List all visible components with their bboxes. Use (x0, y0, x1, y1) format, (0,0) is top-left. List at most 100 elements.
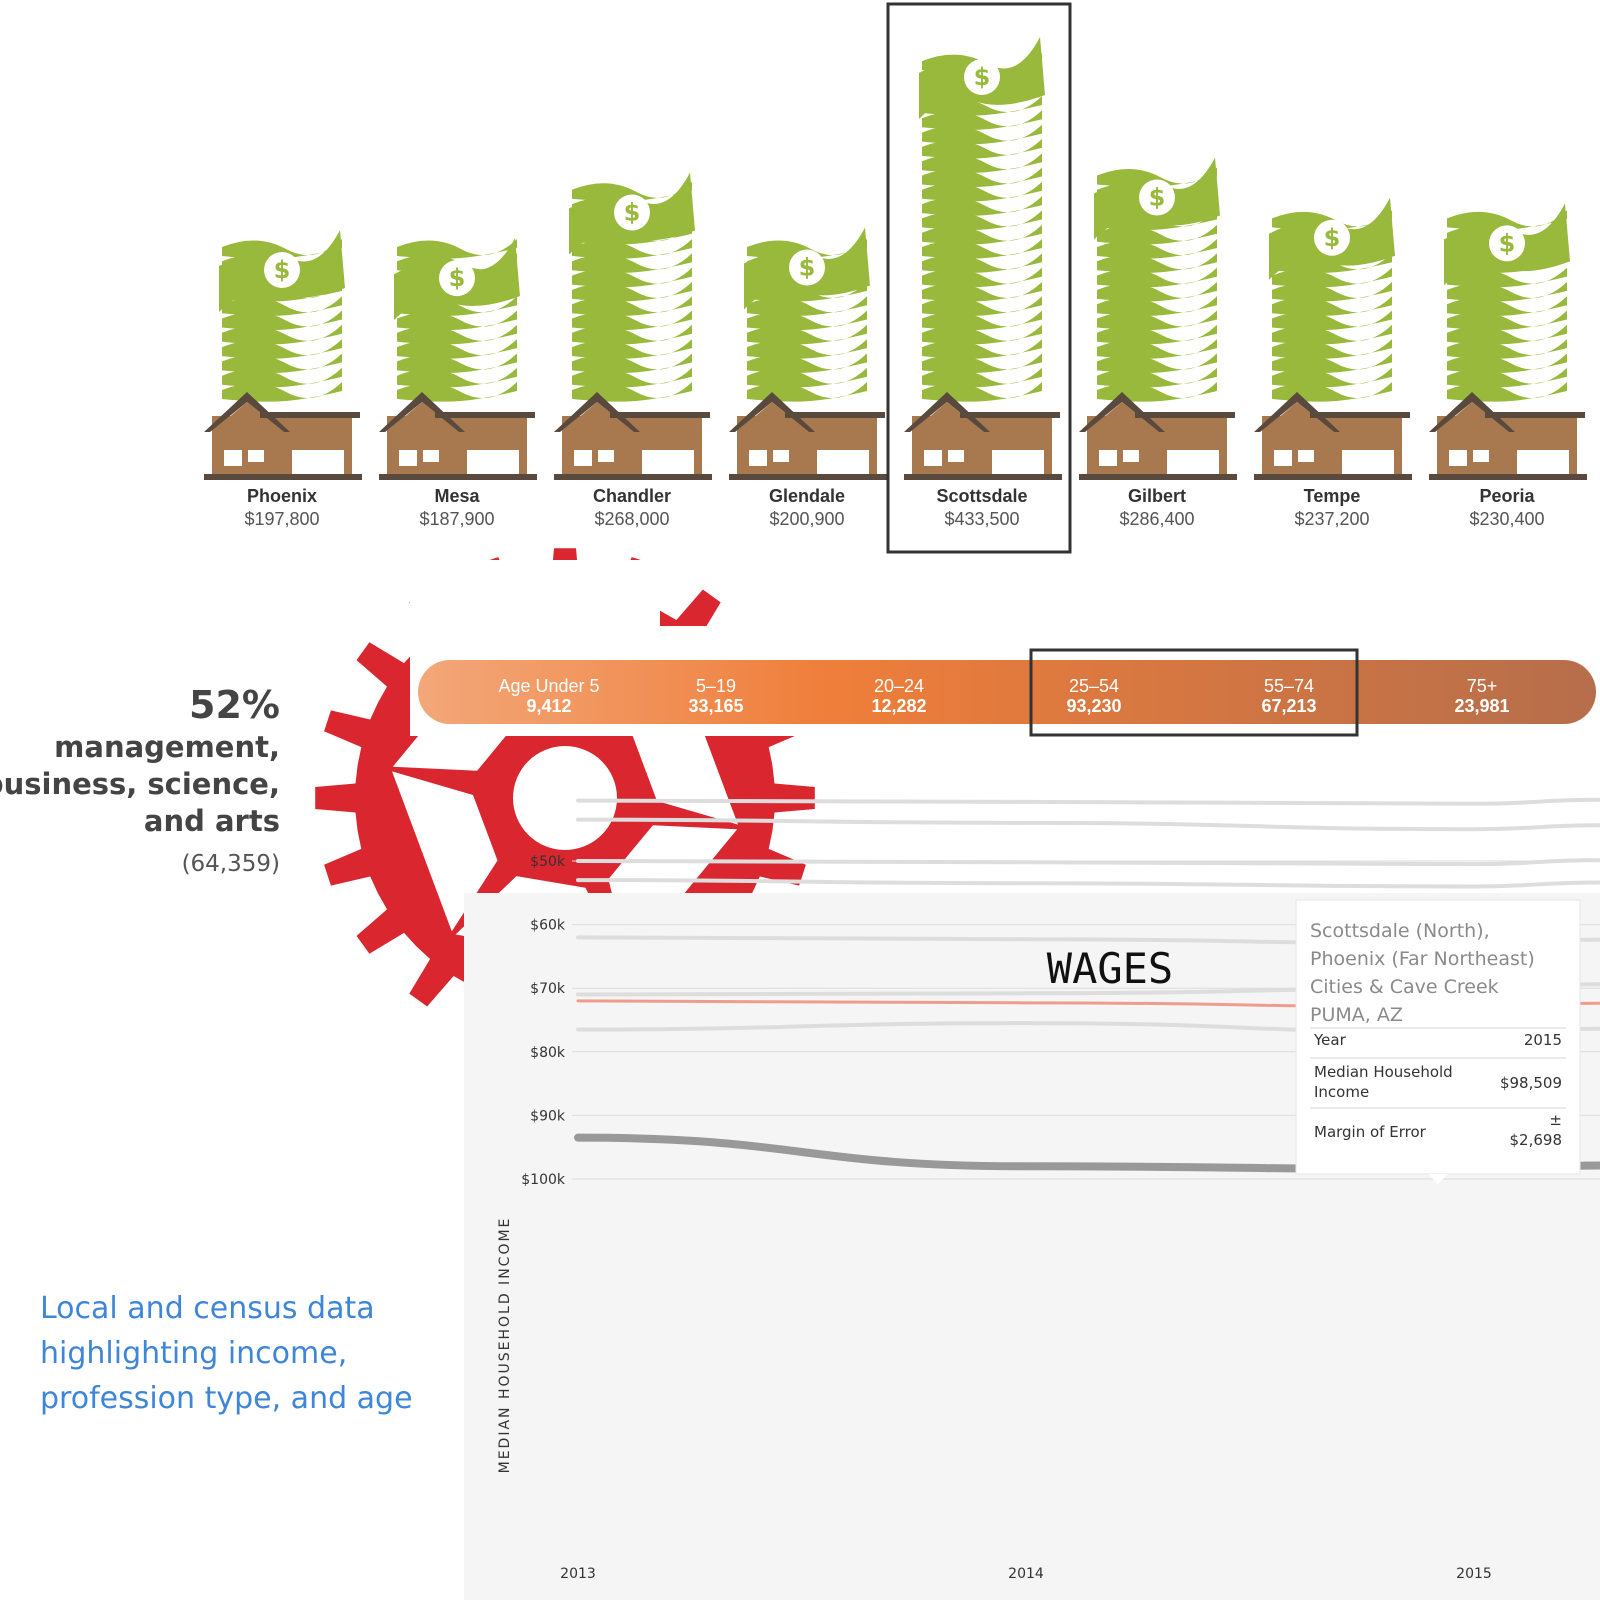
city-value: $268,000 (594, 509, 669, 529)
age-label: 75+ (1467, 676, 1498, 696)
age-label: 5–19 (696, 676, 736, 696)
dollar-icon (614, 194, 650, 231)
age-value: 67,213 (1261, 696, 1316, 716)
svg-text:$: $ (974, 63, 991, 91)
city-value: $197,800 (244, 509, 319, 529)
series-line-5[interactable] (576, 878, 1600, 889)
caption-line-2: highlighting income, (40, 1336, 347, 1371)
age-value: 12,282 (871, 696, 926, 716)
y-axis-label: MEDIAN HOUSEHOLD INCOME (497, 1217, 513, 1474)
tooltip-title-line: Phoenix (Far Northeast) (1310, 948, 1535, 970)
svg-text:$: $ (799, 253, 816, 281)
city-value: $200,900 (769, 509, 844, 529)
highlight-frame-age (1029, 648, 1359, 737)
house-icon (379, 392, 537, 480)
profession-line-3: and arts (144, 804, 280, 838)
tooltip: Scottsdale (North), Phoenix (Far Northeas… (1295, 899, 1581, 1184)
tooltip-row-value: 2015 (1524, 1031, 1562, 1049)
house-icon (1079, 392, 1237, 480)
y-tick: $80k (530, 1045, 566, 1061)
city-name: Glendale (769, 486, 845, 506)
city-name: Chandler (593, 486, 671, 506)
money-stack: $ (1094, 157, 1220, 402)
profession-stat: 52% management, business, science, and a… (0, 683, 280, 877)
city-name: Tempe (1304, 486, 1361, 506)
svg-text:$: $ (624, 199, 641, 227)
x-tick: 2015 (1456, 1566, 1492, 1582)
tooltip-title-line: Cities & Cave Creek (1310, 976, 1499, 998)
money-stack: $ (919, 37, 1045, 402)
y-tick: $100k (521, 1172, 566, 1188)
y-tick: $90k (530, 1108, 566, 1124)
y-tick: $50k (530, 854, 566, 870)
profession-line-1: management, (54, 730, 280, 764)
tooltip-row-label: Median Household (1314, 1063, 1453, 1081)
x-tick: 2013 (560, 1566, 596, 1582)
tooltip-row-label: Income (1314, 1083, 1369, 1101)
age-label: 25–54 (1069, 676, 1119, 696)
svg-text:$: $ (274, 256, 291, 284)
city-value: $433,500 (944, 509, 1019, 529)
tooltip-row-value: $98,509 (1500, 1074, 1562, 1092)
dollar-icon (439, 260, 475, 297)
series-line-8[interactable] (576, 797, 1600, 806)
city-glendale: $ Glendale $200,900 (729, 227, 887, 529)
house-icon (729, 392, 887, 480)
caption: Local and census data highlighting incom… (40, 1291, 413, 1416)
house-icon (204, 392, 362, 480)
age-label: 20–24 (874, 676, 924, 696)
city-value: $230,400 (1469, 509, 1544, 529)
dollar-icon (964, 59, 1000, 95)
city-value: $187,900 (419, 509, 494, 529)
tooltip-row-label: Margin of Error (1314, 1123, 1427, 1141)
money-stack: $ (569, 172, 695, 402)
x-tick: 2014 (1008, 1566, 1044, 1582)
city-chandler: $ Chandler $268,000 (554, 172, 712, 529)
city-name: Phoenix (247, 486, 317, 506)
house-icon (554, 392, 712, 480)
age-value: 93,230 (1066, 696, 1121, 716)
svg-text:$: $ (1149, 183, 1166, 211)
city-tempe: $ Tempe $237,200 (1254, 197, 1412, 529)
dollar-icon (1139, 179, 1175, 216)
house-icon (904, 392, 1062, 480)
home-value-by-city: $ Phoenix $197,800 $ Mesa $187,900 $ Chandler $2… (204, 37, 1587, 529)
city-gilbert: $ Gilbert $286,400 (1079, 157, 1237, 529)
tooltip-row-label: Year (1313, 1031, 1347, 1049)
money-stack: $ (1444, 203, 1570, 402)
city-value: $286,400 (1119, 509, 1194, 529)
dollar-icon (1489, 225, 1525, 262)
series-line-6[interactable] (576, 858, 1600, 867)
age-group-75: 75+23,981 (1454, 676, 1509, 716)
money-stack: $ (219, 230, 345, 402)
house-icon (1429, 392, 1587, 480)
wages-chart: WAGES $100k $90k $80k $70k $60k $50k 2013 2014… (464, 797, 1600, 1600)
svg-text:$: $ (449, 264, 466, 292)
house-icon (1254, 392, 1412, 480)
svg-text:$: $ (1499, 229, 1516, 257)
tooltip-row-value: ± (1549, 1111, 1562, 1129)
tooltip-row-value: $2,698 (1510, 1131, 1563, 1149)
tooltip-title-line: Scottsdale (North), (1310, 920, 1490, 942)
city-name: Gilbert (1128, 486, 1186, 506)
city-name: Peoria (1479, 486, 1535, 506)
age-bar (418, 660, 1596, 724)
tooltip-title-line: PUMA, AZ (1310, 1004, 1403, 1026)
dollar-icon (1314, 219, 1350, 256)
caption-line-1: Local and census data (40, 1291, 375, 1326)
city-name: Scottsdale (936, 486, 1027, 506)
series-line-7[interactable] (576, 817, 1600, 832)
caption-line-3: profession type, and age (40, 1381, 413, 1416)
city-peoria: $ Peoria $230,400 (1429, 203, 1587, 529)
city-scottsdale: $ Scottsdale $433,500 (904, 37, 1062, 529)
dollar-icon (264, 252, 300, 289)
money-stack: $ (394, 238, 520, 402)
city-mesa: $ Mesa $187,900 (379, 238, 537, 529)
money-stack: $ (744, 227, 870, 402)
svg-text:$: $ (1324, 224, 1341, 252)
